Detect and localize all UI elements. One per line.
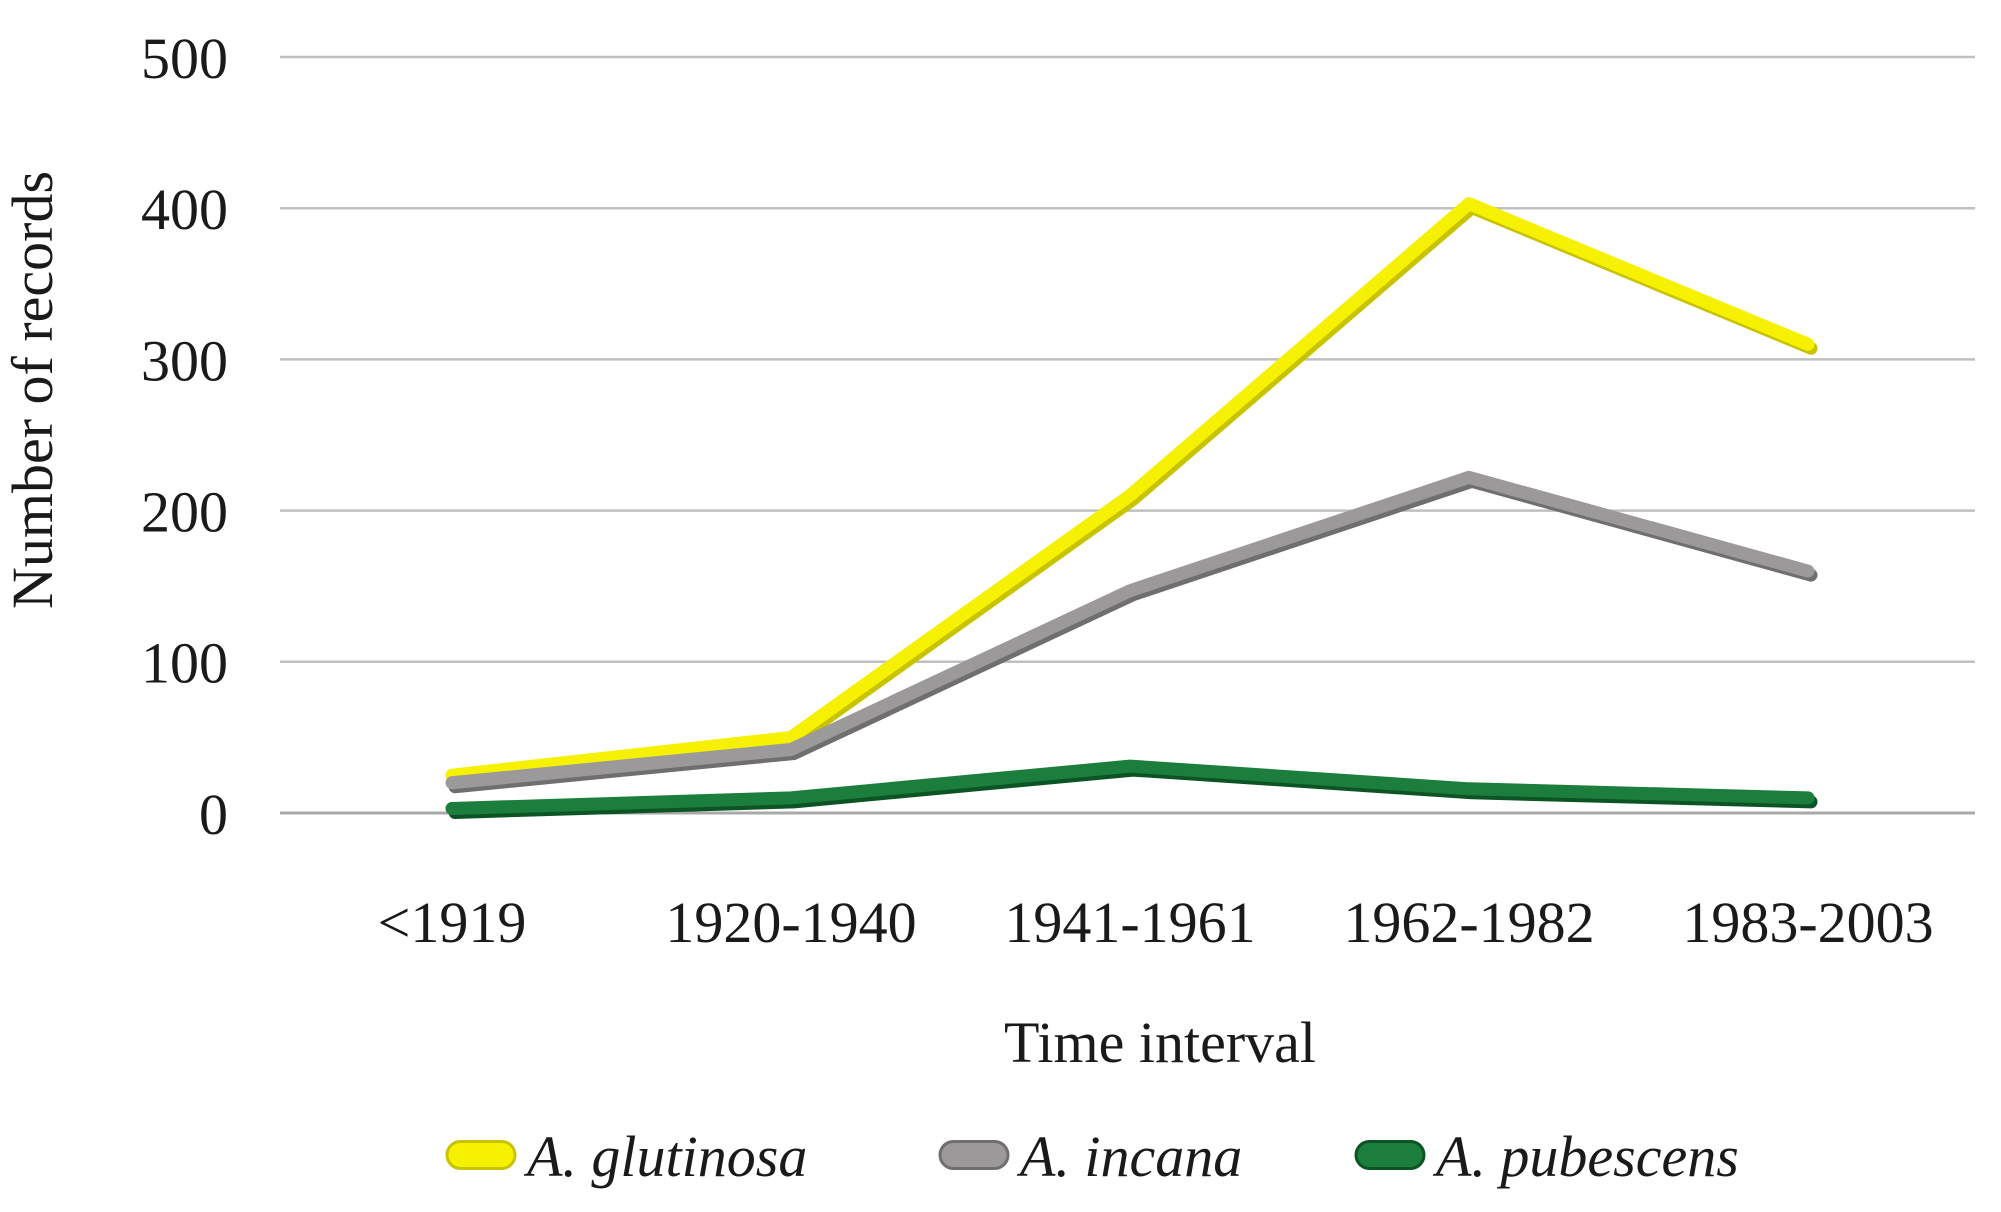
x-tick-label-1920-1940: 1920-1940: [665, 890, 916, 955]
y-axis-tick-labels: 0 100 200 300 400 500: [141, 26, 228, 847]
y-tick-label-100: 100: [141, 631, 228, 696]
y-tick-label-300: 300: [141, 328, 228, 393]
y-axis-title: Number of records: [0, 171, 65, 609]
legend-label-a-incana: A. incana: [1016, 1124, 1242, 1189]
y-tick-label-200: 200: [141, 479, 228, 544]
y-tick-label-500: 500: [141, 26, 228, 91]
x-tick-label-1919: <1919: [378, 890, 527, 955]
legend-label-a-glutinosa: A. glutinosa: [523, 1124, 807, 1189]
chart-legend: A. glutinosa A. incana A. pubescens: [445, 1124, 1739, 1189]
y-tick-label-0: 0: [199, 782, 228, 847]
legend-item-a-incana: A. incana: [938, 1124, 1242, 1189]
legend-swatch-a-incana: [938, 1140, 1010, 1170]
y-tick-label-400: 400: [141, 177, 228, 242]
series-line-shadow-a-incana: [448, 474, 1818, 794]
legend-swatch-a-glutinosa: [445, 1140, 517, 1170]
legend-swatch-a-pubescens: [1354, 1140, 1426, 1170]
x-tick-label-1941-1961: 1941-1961: [1004, 890, 1255, 955]
series-line-a-incana: [445, 470, 1815, 790]
gridlines-group: [280, 55, 1975, 815]
legend-item-a-glutinosa: A. glutinosa: [445, 1124, 807, 1189]
x-tick-label-1962-1982: 1962-1982: [1343, 890, 1594, 955]
legend-label-a-pubescens: A. pubescens: [1432, 1124, 1739, 1189]
x-axis-tick-labels: <1919 1920-1940 1941-1961 1962-1982 1983-200…: [378, 890, 1934, 955]
series-line-a-glutinosa: [445, 197, 1815, 782]
x-axis-title: Time interval: [1004, 1010, 1316, 1075]
axis-titles-group: Number of records Time interval: [0, 171, 1316, 1075]
series-line-a-pubescens: [445, 759, 1815, 815]
legend-item-a-pubescens: A. pubescens: [1354, 1124, 1739, 1189]
x-tick-label-1983-2003: 1983-2003: [1682, 890, 1933, 955]
series-lines-group: [445, 197, 1818, 819]
